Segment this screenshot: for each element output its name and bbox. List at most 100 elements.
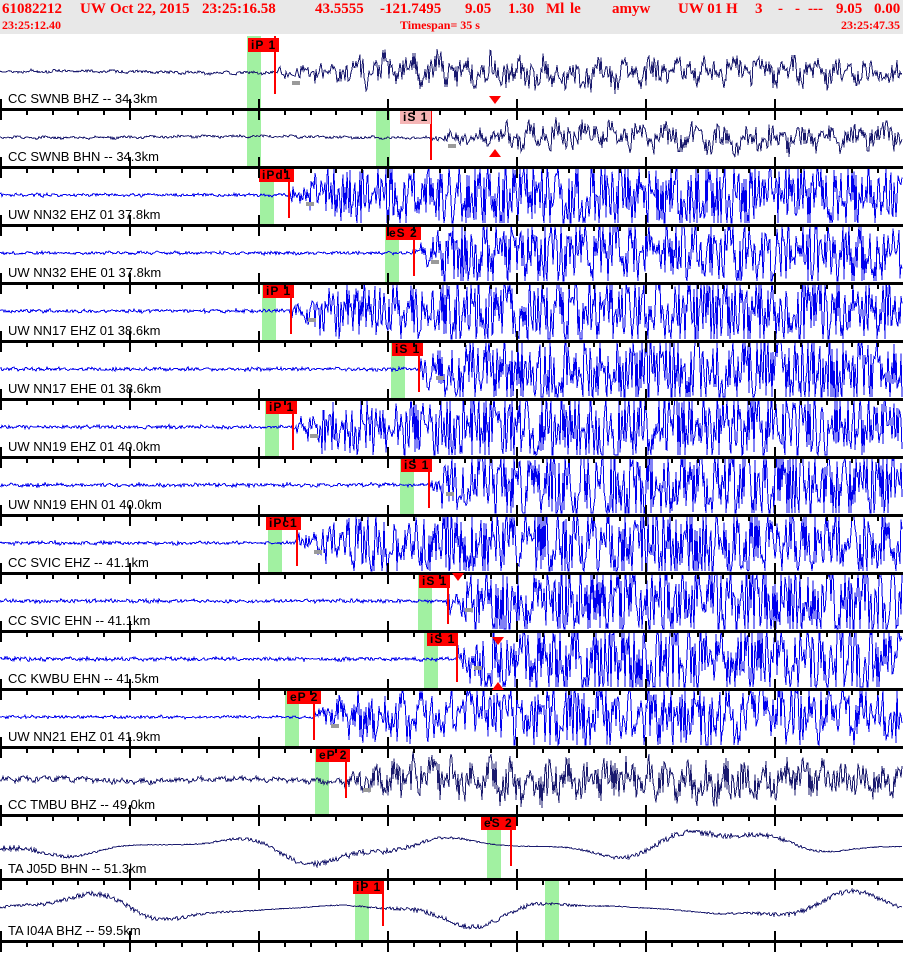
trace-panel[interactable]: iS 1 CC SVIC EHN -- 41.1km <box>0 572 903 630</box>
trace-panel[interactable]: iP 1 UW NN17 EHZ 01 38.6km <box>0 282 903 340</box>
pick-label[interactable]: eP 2 <box>316 748 351 762</box>
pick-label[interactable]: iP 1 <box>266 400 298 414</box>
axis-tick <box>542 169 544 173</box>
axis-tick <box>258 881 260 890</box>
pick-label[interactable]: iP 1 <box>248 38 280 52</box>
axis-tick <box>0 749 2 758</box>
coda-marker <box>331 724 339 728</box>
pick-line[interactable] <box>296 514 298 566</box>
pick-line[interactable] <box>274 36 276 94</box>
pick-line[interactable] <box>413 224 415 276</box>
trace-panel[interactable]: eS 2 TA J05D BHN -- 51.3km <box>0 814 903 878</box>
trace-panel[interactable]: iS 1 CC KWBU EHN -- 41.5km <box>0 630 903 688</box>
pick-label[interactable]: iS 1 <box>400 110 432 124</box>
axis-tick <box>774 401 776 410</box>
axis-tick <box>52 401 54 405</box>
pick-label[interactable]: iPc1 <box>266 516 301 530</box>
trace-panel[interactable]: iP 1 TA I04A BHZ -- 59.5km <box>0 878 903 940</box>
axis-tick <box>748 691 750 695</box>
channel-label: UW NN32 EHZ 01 37.8km <box>8 207 161 222</box>
trace-panel[interactable]: iP 1 UW NN19 EHZ 01 40.0km <box>0 398 903 456</box>
pick-line[interactable] <box>382 878 384 926</box>
pick-line[interactable] <box>456 630 458 682</box>
axis-tick <box>619 881 621 885</box>
trace-panel[interactable]: iP 1 CC SWNB BHZ -- 34.3km <box>0 36 903 108</box>
pick-line[interactable] <box>510 814 512 866</box>
axis-tick <box>877 881 879 885</box>
axis-tick <box>310 749 312 753</box>
axis-tick <box>877 401 879 405</box>
axis-tick <box>0 931 2 940</box>
axis-tick <box>516 563 518 572</box>
analyst-name: amyw <box>612 1 651 17</box>
axis-tick <box>645 99 647 108</box>
pick-line[interactable] <box>345 746 347 798</box>
pick-line[interactable] <box>447 572 449 624</box>
axis-tick <box>310 401 312 405</box>
trace-panel[interactable]: iS 1 UW NN19 EHN 01 40.0km <box>0 456 903 514</box>
pick-line[interactable] <box>430 108 432 160</box>
pick-line[interactable] <box>418 340 420 392</box>
trace-panel[interactable]: eP 2 UW NN21 EHZ 01 41.9km <box>0 688 903 746</box>
axis-tick <box>258 621 260 630</box>
axis-tick <box>748 943 750 947</box>
trace-panel[interactable]: iPc1 CC SVIC EHZ -- 41.1km <box>0 514 903 572</box>
axis-tick <box>671 401 673 405</box>
axis-tick <box>206 459 208 463</box>
axis-tick <box>361 575 363 579</box>
coda-marker <box>292 81 300 85</box>
trace-panel[interactable]: eS 2 UW NN32 EHE 01 37.8km <box>0 224 903 282</box>
axis-tick <box>310 169 312 173</box>
axis-tick <box>232 691 234 695</box>
axis-tick <box>490 749 492 753</box>
axis-tick <box>413 459 415 463</box>
pick-line[interactable] <box>290 282 292 334</box>
axis-tick <box>671 169 673 173</box>
pick-line[interactable] <box>428 456 430 508</box>
axis-tick-row-upper <box>0 157 903 169</box>
axis-tick <box>26 691 28 695</box>
pick-line[interactable] <box>292 398 294 450</box>
pick-label[interactable]: eS 2 <box>386 226 421 240</box>
waveform <box>0 117 903 158</box>
pick-line[interactable] <box>313 688 315 740</box>
axis-tick <box>619 343 621 347</box>
axis-tick <box>774 285 776 294</box>
axis-tick <box>671 343 673 347</box>
axis-tick <box>335 817 337 821</box>
axis-tick <box>0 169 2 178</box>
trace-panel[interactable]: eP 2 CC TMBU BHZ -- 49.0km <box>0 746 903 814</box>
axis-tick-row <box>0 633 903 645</box>
pick-label[interactable]: iS 1 <box>427 632 459 646</box>
axis-tick <box>671 517 673 521</box>
axis-tick <box>206 169 208 173</box>
axis-tick <box>387 943 389 952</box>
waveform <box>0 224 903 282</box>
trace-panel[interactable]: iPd1 UW NN32 EHZ 01 37.8km <box>0 166 903 224</box>
axis-tick <box>206 881 208 885</box>
axis-tick <box>774 343 776 352</box>
axis-tick <box>671 227 673 231</box>
axis-tick <box>826 881 828 885</box>
time-axis <box>0 331 903 352</box>
pick-label[interactable]: iS 1 <box>401 458 433 472</box>
axis-tick <box>284 459 286 463</box>
trace-panel[interactable]: iS 1 CC SWNB BHN -- 34.3km <box>0 108 903 166</box>
axis-tick <box>103 285 105 289</box>
axis-tick <box>774 389 776 398</box>
axis-tick <box>439 401 441 405</box>
axis-tick <box>542 111 544 115</box>
network-code: UW <box>80 1 106 17</box>
axis-tick <box>77 169 79 173</box>
pick-line[interactable] <box>288 166 290 218</box>
rms-value: 0.00 <box>874 1 901 17</box>
event-date: Oct 22, 2015 <box>110 1 190 17</box>
axis-tick <box>697 227 699 231</box>
axis-tick <box>181 575 183 579</box>
axis-tick <box>851 285 853 289</box>
axis-tick <box>129 401 131 410</box>
waveform <box>0 456 903 514</box>
highlight-band <box>545 878 559 940</box>
axis-tick <box>542 881 544 885</box>
trace-panel[interactable]: iS 1 UW NN17 EHE 01 38.6km <box>0 340 903 398</box>
